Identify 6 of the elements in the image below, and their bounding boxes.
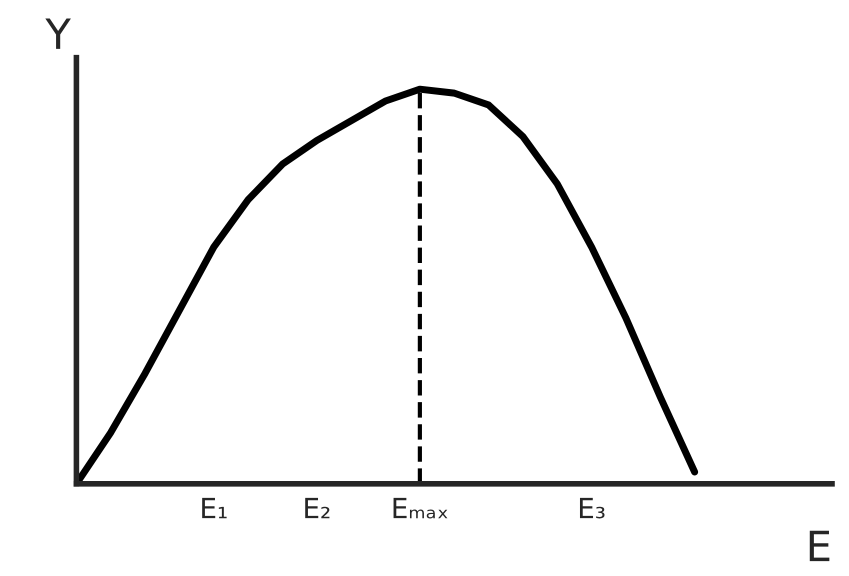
y-axis-title: Y <box>45 18 71 49</box>
x-tick-label: Eₘₐₓ <box>394 498 448 518</box>
x-tick-label: E₃ <box>580 498 605 518</box>
x-axis-title: E <box>810 530 830 562</box>
x-tick-label: E₁ <box>202 498 227 518</box>
x-tick-label: E₂ <box>305 498 330 518</box>
